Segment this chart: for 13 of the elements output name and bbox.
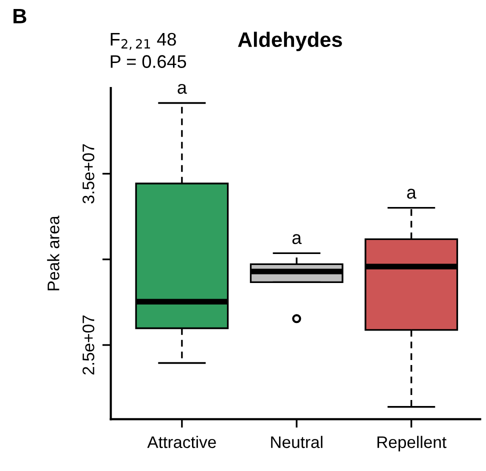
y-tick-label: 2.5e+07: [82, 316, 94, 375]
annotation: a: [178, 84, 187, 94]
chart-title: Aldehydes: [238, 32, 342, 52]
annotation: a: [292, 234, 302, 244]
y-axis-title: Peak area: [47, 216, 60, 290]
x-tick-label: Attractive: [147, 436, 216, 448]
x-tick-label: Repellent: [378, 436, 446, 452]
annotation: a: [407, 188, 416, 199]
x-tick-label: Neutral: [271, 436, 322, 448]
text: F$_{2,21}$ 48: [110, 32, 176, 50]
y-tick-label: 3.5e+07: [82, 144, 94, 204]
text: P = 0.645: [110, 55, 186, 68]
text: B: [14, 8, 26, 24]
